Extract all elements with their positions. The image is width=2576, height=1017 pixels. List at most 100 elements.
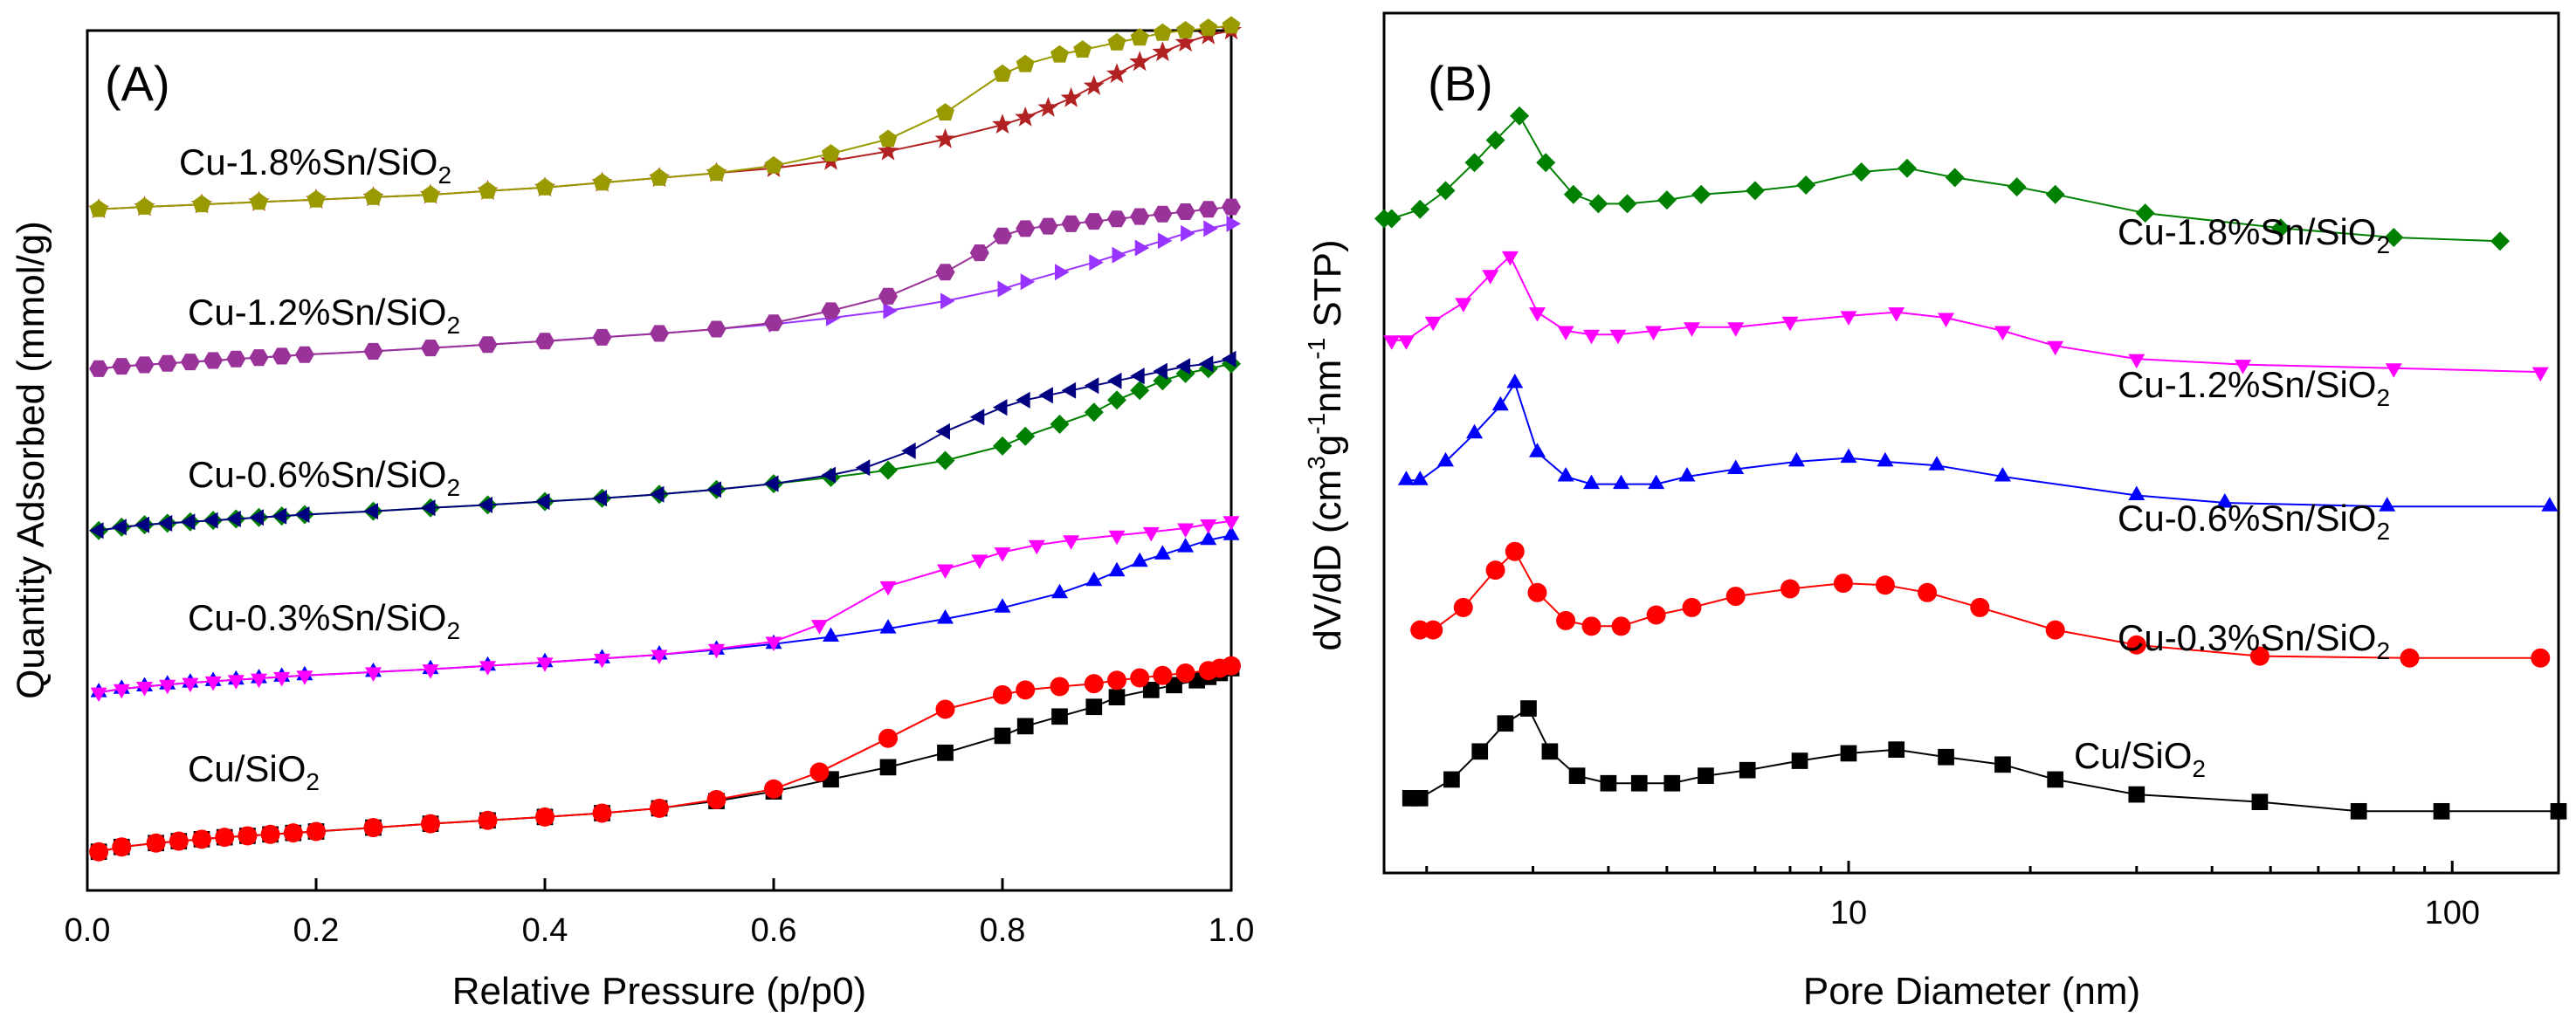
data-point	[2216, 493, 2234, 508]
data-point	[1796, 175, 1816, 195]
data-point	[1888, 307, 1905, 322]
data-point	[1016, 54, 1035, 72]
data-point	[2128, 786, 2146, 803]
data-point	[1994, 467, 2011, 482]
data-point	[708, 643, 725, 659]
data-point	[159, 679, 176, 695]
data-point	[1130, 368, 1145, 385]
data-point	[204, 676, 222, 691]
data-point	[294, 506, 310, 523]
data-point	[2249, 646, 2269, 666]
data-point	[113, 684, 130, 699]
data-point	[935, 699, 955, 719]
data-point	[823, 627, 839, 642]
data-point	[157, 514, 173, 532]
data-point	[1994, 756, 2011, 773]
data-point	[478, 336, 498, 354]
x-tick-label: 0.6	[751, 912, 797, 949]
series-line	[1391, 254, 2541, 374]
data-point	[283, 823, 303, 843]
x-tick-label: 10	[1830, 895, 1867, 931]
data-point	[89, 360, 109, 377]
data-point	[1630, 774, 1648, 792]
data-point	[1529, 307, 1546, 322]
series-8	[88, 19, 1242, 218]
data-point	[1443, 771, 1460, 788]
data-point	[993, 227, 1012, 244]
data-point	[478, 496, 492, 513]
data-point	[535, 493, 550, 511]
series-annotation: Cu-0.6%Sn/SiO2	[188, 454, 460, 501]
data-point	[1646, 605, 1666, 625]
data-point	[1437, 451, 1454, 467]
data-point	[1381, 209, 1402, 229]
panel-b: (B) Pore Diameter (nm) dV/dD (cm3g-1nm-1…	[1303, 11, 2567, 1013]
x-tick-label: 0.2	[293, 912, 340, 949]
series-line	[98, 206, 1232, 370]
series-1	[1410, 541, 2551, 668]
data-point	[2126, 635, 2146, 655]
data-point	[706, 481, 721, 498]
data-point	[2433, 802, 2450, 820]
data-point	[650, 798, 669, 818]
data-point	[855, 459, 871, 477]
data-point	[180, 354, 200, 371]
data-point	[192, 195, 211, 213]
data-point	[1152, 41, 1174, 62]
series-annotation: Cu/SiO2	[188, 748, 320, 795]
data-point	[764, 155, 783, 174]
data-point	[1520, 700, 1537, 717]
data-point	[1485, 130, 1505, 150]
data-point	[1663, 774, 1681, 792]
data-point	[2550, 802, 2567, 820]
data-point	[1840, 311, 1857, 326]
data-point	[1198, 355, 1214, 373]
data-point	[1199, 18, 1218, 37]
data-point	[1154, 545, 1171, 560]
data-point	[2531, 367, 2549, 382]
data-point	[89, 842, 109, 862]
data-point	[249, 509, 264, 526]
panel-a-x-axis-title: Relative Pressure (p/p0)	[452, 970, 866, 1013]
data-point	[1198, 201, 1218, 218]
series-annotation: Cu/SiO2	[2074, 735, 2206, 782]
data-point	[1383, 335, 1401, 350]
data-point	[2385, 363, 2402, 378]
data-point	[1466, 423, 1484, 439]
data-point	[1945, 168, 1965, 188]
data-point	[1541, 743, 1559, 760]
data-point	[821, 466, 836, 484]
data-point	[112, 519, 127, 536]
data-point	[215, 828, 235, 848]
data-point	[1177, 538, 1195, 553]
data-point	[1840, 448, 1857, 464]
data-point	[1791, 752, 1808, 769]
data-point	[822, 144, 840, 161]
series-3	[1383, 251, 2549, 382]
data-point	[1656, 190, 1677, 210]
data-point	[1645, 326, 1662, 340]
data-point	[1898, 158, 1917, 178]
data-point	[1491, 395, 1509, 411]
panel-a: (A) Relative Pressure (p/p0) Quantity Ad…	[10, 16, 1254, 1013]
data-point	[2384, 228, 2404, 247]
data-point	[1678, 467, 1696, 482]
data-point	[1107, 390, 1126, 410]
data-point	[1157, 232, 1173, 250]
data-point	[1609, 329, 1627, 345]
series-1	[89, 656, 1241, 862]
data-point	[2128, 485, 2146, 500]
data-point	[2490, 231, 2510, 251]
data-point	[478, 810, 498, 830]
data-point	[1200, 530, 1217, 546]
data-point	[1222, 656, 1241, 676]
data-point	[650, 325, 669, 342]
data-point	[251, 673, 267, 689]
data-point	[1203, 220, 1218, 237]
data-point	[363, 818, 383, 838]
data-point	[1725, 587, 1746, 607]
panel-a-series	[88, 16, 1242, 862]
data-point	[1529, 443, 1546, 457]
data-point	[112, 358, 132, 375]
